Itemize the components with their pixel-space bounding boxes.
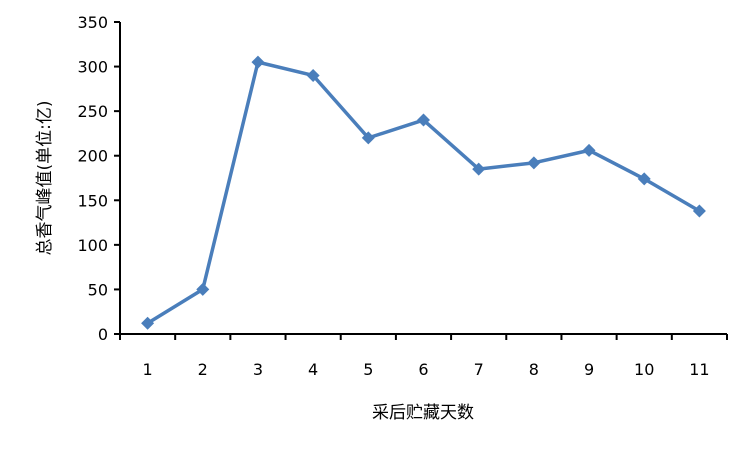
x-tick-label: 1	[142, 360, 152, 379]
x-tick-label: 2	[198, 360, 208, 379]
y-tick-label: 200	[77, 147, 108, 166]
data-point-marker	[141, 316, 155, 330]
y-tick-label: 150	[77, 191, 108, 210]
data-point-marker	[361, 131, 375, 145]
x-axis-label: 采后贮藏天数	[372, 403, 474, 423]
y-tick-label: 300	[77, 58, 108, 77]
x-tick-label: 9	[584, 360, 594, 379]
x-tick-label: 10	[634, 360, 654, 379]
data-point-marker	[637, 172, 651, 186]
data-point-marker	[527, 156, 541, 170]
y-axis-label: 总香气峰值(单位:亿)	[35, 101, 55, 256]
y-tick-label: 350	[77, 13, 108, 32]
y-tick-label: 100	[77, 236, 108, 255]
x-tick-label: 6	[418, 360, 428, 379]
x-tick-label: 8	[529, 360, 539, 379]
data-point-marker	[196, 282, 210, 296]
data-point-marker	[692, 204, 706, 218]
x-tick-label: 5	[363, 360, 373, 379]
x-tick-label: 11	[689, 360, 709, 379]
x-tick-label: 7	[474, 360, 484, 379]
x-tick-label: 3	[253, 360, 263, 379]
data-point-marker	[417, 113, 430, 127]
y-tick-label: 50	[88, 280, 108, 299]
series-line	[146, 60, 701, 325]
data-point-marker	[306, 68, 320, 82]
data-point-marker	[582, 143, 596, 157]
y-tick-label: 0	[98, 325, 108, 344]
y-tick-label: 250	[77, 102, 108, 121]
data-point-marker	[472, 162, 486, 176]
data-point-marker	[251, 55, 265, 69]
x-tick-label: 4	[308, 360, 318, 379]
